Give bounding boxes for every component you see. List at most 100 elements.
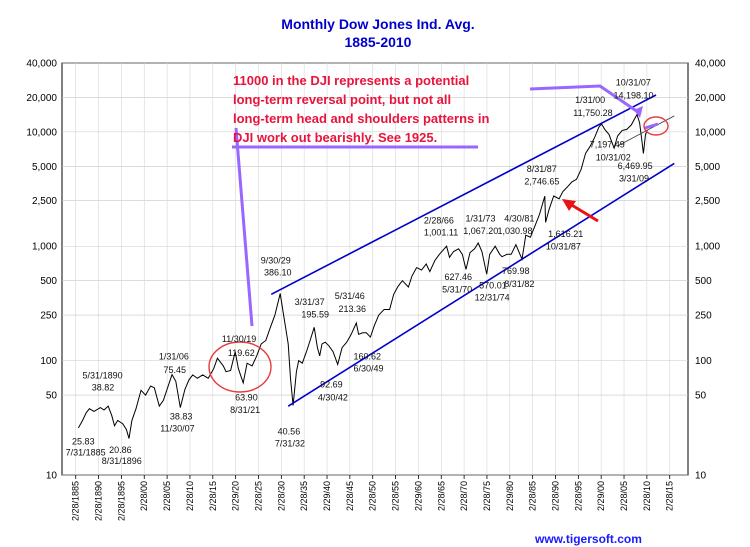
data-annotation: 63.90: [235, 392, 258, 402]
x-tick-label: 2/28/25: [253, 481, 263, 511]
y-tick-label-right: 10,000: [695, 127, 726, 138]
data-annotations: 5/31/1890 38.82 25.83 7/31/1885 20.868/31/18…: [66, 77, 654, 466]
data-annotation: 8/31/87: [527, 164, 557, 174]
data-annotation: 6/30/49: [354, 364, 384, 374]
x-tick-label: 2/28/30: [276, 481, 286, 511]
x-tick-label: 2/28/55: [391, 481, 401, 511]
data-annotation: 11/30/19: [222, 334, 256, 344]
data-annotation: 5/31/1890: [83, 370, 123, 380]
x-tick-label: 2/29/20: [231, 481, 241, 511]
red-arrow: [562, 199, 599, 223]
y-tick-label-left: 100: [40, 356, 57, 367]
chart-title: Monthly Dow Jones Ind. Avg.: [281, 16, 474, 32]
footer-url: www.tigersoft.com: [534, 532, 642, 546]
data-annotation: 570.01: [479, 281, 507, 291]
data-annotation: 12/31/74: [475, 293, 510, 303]
x-tick-label: 2/28/1895: [116, 481, 126, 521]
x-tick-label: 2/28/45: [345, 481, 355, 511]
data-annotation: 1/31/06: [159, 352, 189, 362]
grid: [61, 62, 689, 479]
data-annotation: 2,746.65: [524, 177, 559, 187]
data-annotation: 1,067.20: [463, 226, 498, 236]
y-tick-label-right: 20,000: [695, 93, 726, 104]
data-annotation: 10/31/02: [596, 153, 631, 163]
data-annotation: 160.62: [354, 352, 382, 362]
note-line-4: DJI work out bearishly. See 1925.: [233, 130, 437, 145]
x-tick-label: 2/28/50: [368, 481, 378, 511]
note-line-2: long-term reversal point, but not all: [233, 92, 451, 107]
y-tick-label-right: 1,000: [695, 242, 720, 253]
data-annotation: 6,469.95: [618, 161, 653, 171]
data-annotation: 8/31/82: [504, 279, 534, 289]
x-tick-label: 2/28/10: [185, 481, 195, 511]
data-annotation: 5/31/70: [442, 284, 472, 294]
data-annotation: 3/31/37: [295, 297, 325, 307]
y-tick-label-left: 10,000: [26, 127, 57, 138]
y-tick-label-left: 20,000: [26, 93, 57, 104]
data-annotation: 38.83: [170, 412, 193, 422]
data-annotation: 627.46: [444, 272, 472, 282]
data-annotation: 2/28/66: [424, 216, 454, 226]
data-annotation: 7/31/32: [275, 438, 305, 448]
data-annotation: 11/30/07: [160, 424, 194, 434]
y-tick-label-left: 2,500: [32, 196, 57, 207]
data-annotation: 769.98: [502, 266, 530, 276]
data-annotation: 1,616.21: [548, 229, 583, 239]
data-annotation: 195.59: [301, 310, 329, 320]
y-tick-label-left: 500: [40, 276, 57, 287]
data-annotation: 75.45: [163, 365, 186, 375]
data-annotation: 25.83: [72, 436, 95, 446]
chart-subtitle: 1885-2010: [345, 34, 412, 50]
data-annotation: 8/31/1896: [102, 456, 142, 466]
x-tick-label: 2/28/90: [550, 481, 560, 511]
channel-lower-line: [287, 162, 675, 407]
channel-upper-line: [270, 94, 657, 296]
x-tick-label: 2/28/05: [619, 481, 629, 511]
x-tick-label: 2/28/65: [436, 481, 446, 511]
data-annotation: 1/31/73: [465, 213, 495, 223]
x-ticks: 2/28/1885 2/28/1890 2/28/1895 2/28/00 2/28/0…: [71, 481, 675, 521]
x-tick-label: 2/29/40: [322, 481, 332, 511]
data-annotation: 92.69: [320, 380, 343, 390]
data-annotation: 1,001.11: [424, 228, 458, 238]
x-tick-label: 2/28/70: [459, 481, 469, 511]
data-annotation: 5/31/46: [335, 291, 365, 301]
data-annotation: 8/31/21: [230, 405, 260, 415]
data-annotation: 1,030.98: [497, 226, 532, 236]
y-tick-label-left: 40,000: [26, 59, 57, 70]
y-tick-label-left: 250: [40, 311, 57, 322]
data-annotation: 386.10: [264, 267, 292, 277]
x-tick-label: 2/28/1885: [71, 481, 81, 521]
y-tick-label-right: 2,500: [695, 196, 720, 207]
y-ticks-left: 40,000 20,000 10,000 5,000 2,500 1,000 500 250 1…: [26, 59, 57, 482]
data-annotation: 4/30/81: [504, 213, 534, 223]
x-tick-label: 2/28/00: [139, 481, 149, 511]
x-tick-label: 2/28/75: [482, 481, 492, 511]
y-tick-label-right: 100: [695, 356, 712, 367]
dow-series-line: [77, 113, 648, 439]
note-line-3: long-term head and shoulders patterns in: [233, 111, 489, 126]
data-annotation: 4/30/42: [318, 392, 348, 402]
data-annotation: 10/31/07: [616, 77, 651, 87]
x-tick-label: 2/29/80: [505, 481, 515, 511]
y-tick-label-left: 50: [46, 391, 58, 402]
data-annotation: 3/31/09: [619, 173, 649, 183]
circle-2010: [643, 116, 669, 136]
data-annotation: 40.56: [278, 427, 301, 437]
data-annotation: 14,198.10: [614, 91, 654, 101]
y-tick-label-left: 1,000: [32, 242, 57, 253]
data-annotation: 9/30/29: [261, 255, 291, 265]
y-tick-label-left: 10: [46, 471, 58, 482]
data-annotation: 10/31/87: [546, 241, 581, 251]
data-annotation: 38.82: [92, 382, 115, 392]
x-tick-label: 2/28/35: [299, 481, 309, 511]
data-annotation: 11,750.28: [573, 108, 612, 118]
x-tick-label: 2/28/95: [573, 481, 583, 511]
data-annotation: 213.36: [338, 304, 366, 314]
y-ticks-right: 40,000 20,000 10,000 5,000 2,500 1,000 500 250 1…: [695, 59, 726, 482]
x-tick-label: 2/29/60: [413, 481, 423, 511]
x-tick-label: 2/28/85: [528, 481, 538, 511]
x-tick-label: 2/28/05: [162, 481, 172, 511]
data-annotation: 7/31/1885: [66, 448, 106, 458]
